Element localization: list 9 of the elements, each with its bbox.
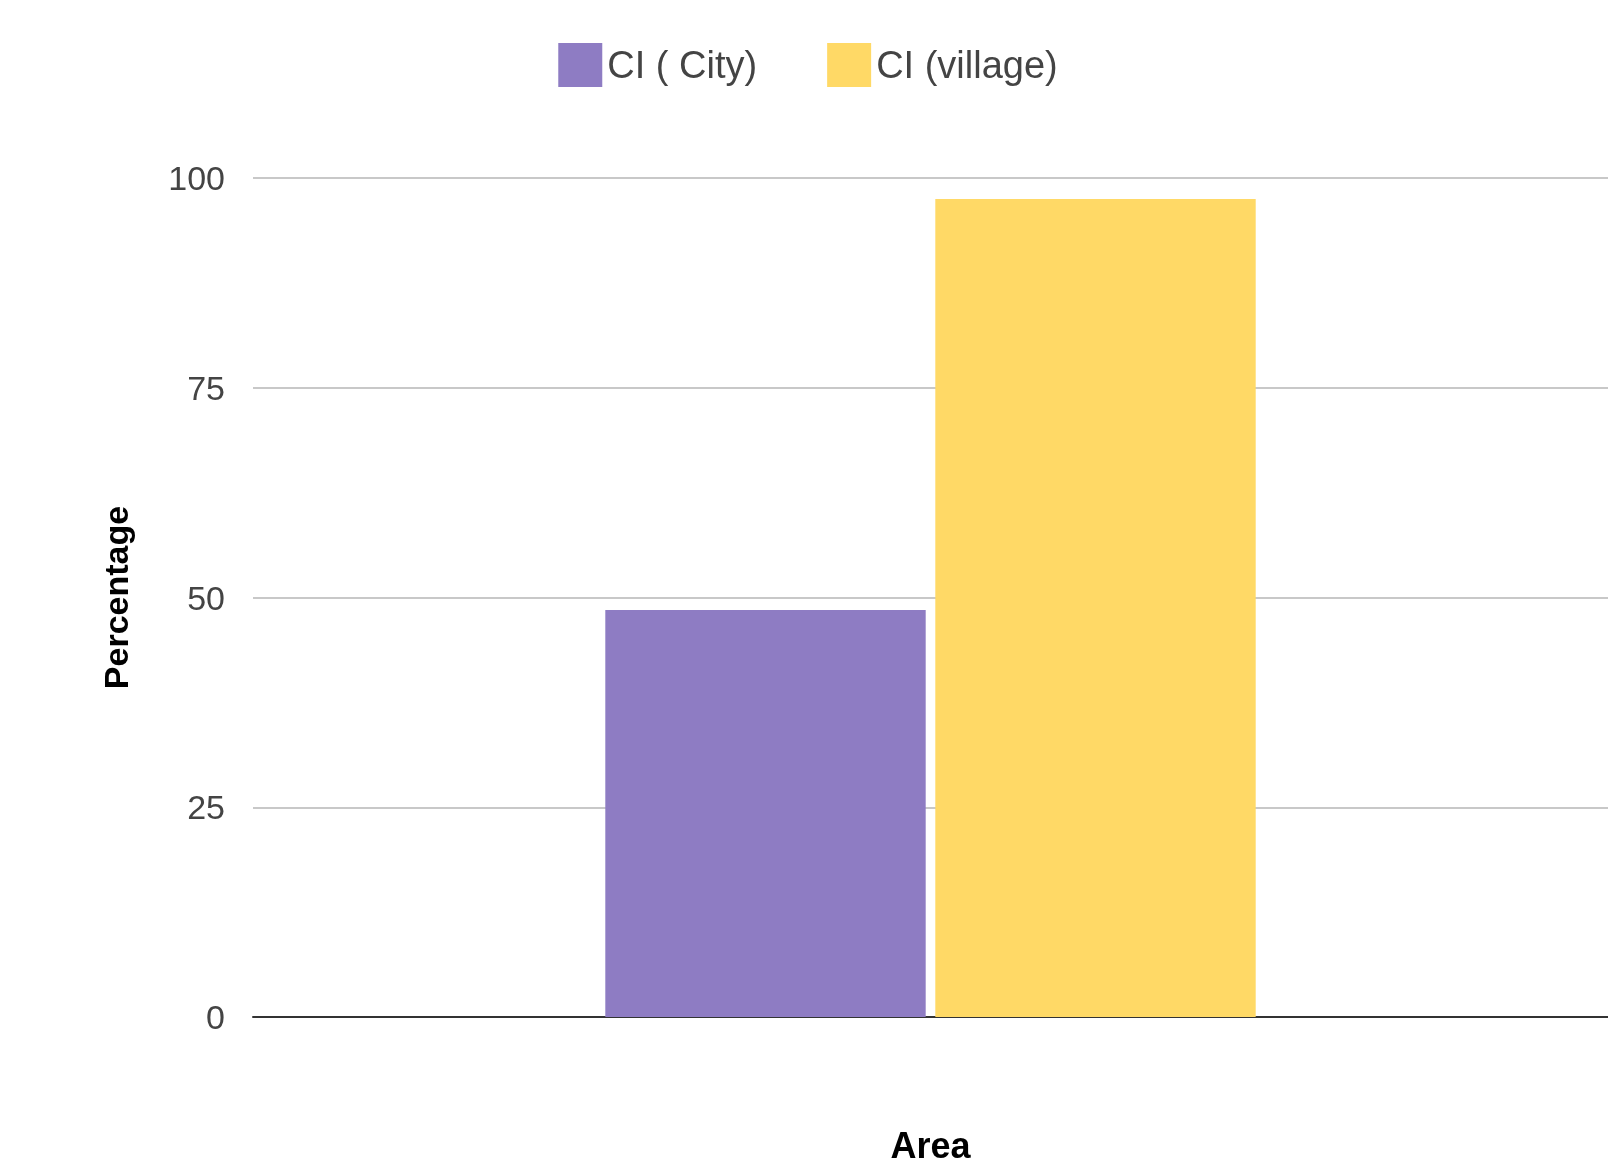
y-tick-label: 75	[187, 368, 225, 407]
y-tick-label: 25	[187, 788, 225, 827]
x-axis-title: Area	[890, 1124, 972, 1166]
y-axis-title: Percentage	[97, 505, 135, 690]
y-tick-label: 100	[168, 159, 225, 197]
legend-label: CI ( City)	[607, 44, 758, 86]
legend-label: CI (village)	[876, 44, 1058, 86]
y-tick-label: 0	[206, 998, 225, 1036]
y-tick-label: 50	[187, 578, 225, 617]
